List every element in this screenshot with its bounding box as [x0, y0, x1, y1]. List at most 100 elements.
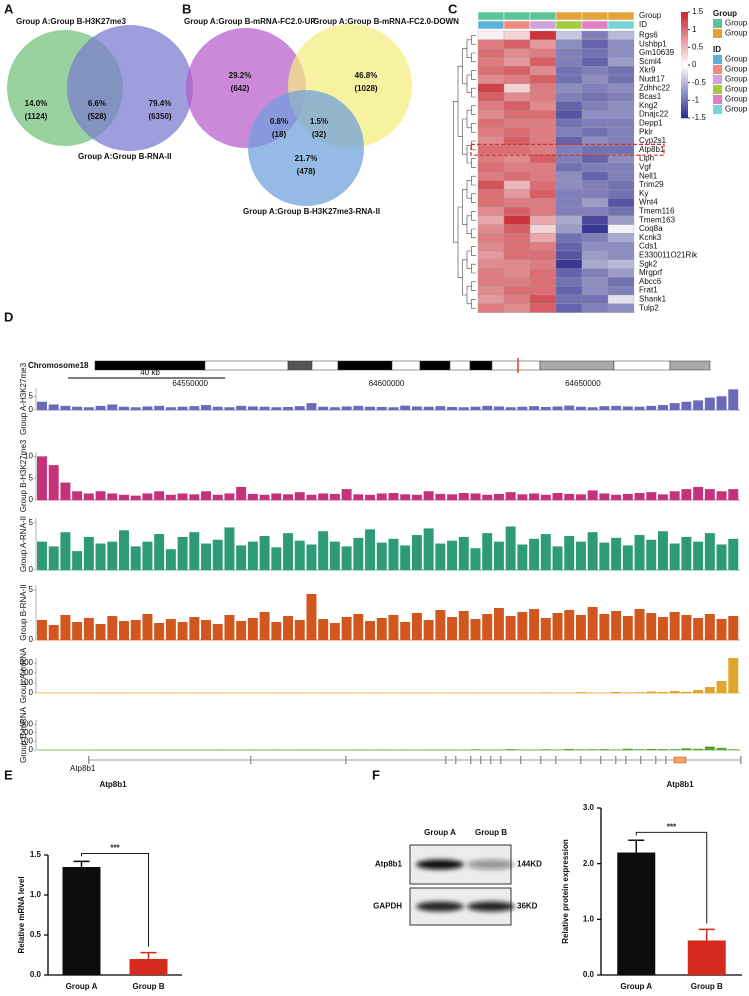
row-label: Gm10639 [639, 48, 675, 57]
heatmap-cell [529, 215, 557, 225]
legend-swatch [713, 105, 722, 114]
signal-bar [728, 616, 739, 640]
heatmap-cell [503, 242, 531, 252]
signal-bar [716, 619, 727, 640]
signal-bar [704, 489, 715, 500]
heatmap-cell [555, 215, 583, 225]
signal-bar [681, 536, 692, 570]
group-annotation [555, 11, 583, 21]
colorbar-label: 0 [692, 60, 697, 69]
signal-bar [83, 493, 94, 500]
signal-bar [552, 406, 563, 410]
heatmap-cell [607, 189, 635, 199]
signal-bar [669, 612, 680, 640]
heatmap-cell [477, 30, 505, 40]
colorbar [681, 33, 688, 37]
signal-bar [306, 494, 317, 500]
heatmap-cell [555, 101, 583, 111]
heatmap-cell [477, 233, 505, 243]
signal-bar [575, 541, 586, 570]
heatmap-cell [607, 259, 635, 269]
signal-bar [657, 494, 668, 500]
ideogram-band [311, 360, 339, 371]
heatmap-cell [555, 57, 583, 67]
signal-bar [470, 619, 481, 640]
signal-bar [154, 405, 165, 410]
colorbar [681, 91, 688, 95]
heatmap-cell [477, 145, 505, 155]
heatmap-cell [581, 57, 609, 67]
legend-swatch [713, 85, 722, 94]
signal-bar [646, 691, 657, 693]
signal-bar [224, 527, 235, 570]
bar [617, 852, 656, 975]
signal-bar [48, 625, 59, 640]
x-tick-label: 64550000 [172, 379, 208, 388]
row-label: Wnt4 [639, 198, 658, 207]
signal-bar [693, 486, 704, 500]
signal-bar [37, 620, 47, 640]
dendrogram [466, 39, 472, 58]
signal-bar [247, 493, 258, 500]
x-tick-label: Group A [66, 982, 98, 991]
signal-bar [353, 494, 364, 500]
heatmap-cell [529, 92, 557, 102]
highlight-box [470, 143, 665, 156]
signal-bar [236, 486, 247, 500]
ideogram-band [491, 360, 541, 371]
signal-bar [388, 615, 399, 640]
heatmap-cell [555, 66, 583, 76]
signal-bar [119, 406, 129, 410]
signal-bar [283, 616, 294, 640]
signal-bar [716, 544, 727, 570]
signal-bar [130, 495, 141, 500]
signal-bar [681, 691, 692, 693]
y-tick-label: 0 [29, 745, 34, 754]
signal-bar [165, 619, 176, 640]
heatmap-cell [529, 233, 557, 243]
signal-bar [189, 406, 200, 410]
signal-bar [60, 482, 71, 500]
signal-bar [60, 405, 71, 410]
heatmap-cell [477, 250, 505, 260]
significance: *** [110, 844, 120, 853]
region-percent: 1.5% [310, 117, 328, 126]
heatmap-cell [529, 83, 557, 93]
heatmap-cell [503, 224, 531, 234]
track-label: Group A-mRNA [19, 647, 28, 703]
x-tick-label: Group B [691, 982, 723, 991]
signal-bar [329, 407, 340, 410]
set-label: Group A:Group B-RNA-II [78, 152, 171, 161]
heatmap-cell [607, 118, 635, 128]
signal-bar [259, 406, 270, 410]
id-annotation [555, 20, 583, 30]
row-label: Trim29 [639, 180, 664, 189]
signal-bar [704, 746, 715, 750]
heatmap-cell [555, 110, 583, 120]
signal-bar [693, 690, 704, 693]
colorbar [681, 80, 688, 84]
heatmap-cell [529, 57, 557, 67]
heatmap-cell [529, 268, 557, 278]
signal-bar [212, 494, 223, 500]
dendrogram [466, 109, 472, 129]
heatmap-cell [529, 198, 557, 208]
heatmap-cell [503, 57, 531, 67]
heatmap-cell [555, 74, 583, 84]
signal-bar [306, 403, 317, 410]
y-tick-label: 5 [29, 473, 34, 482]
colorbar-label: 0.5 [692, 42, 704, 51]
signal-bar [48, 404, 59, 410]
exon [673, 756, 687, 764]
signal-bar [341, 489, 352, 500]
signal-bar [201, 543, 211, 570]
legend-label: Group A2 [725, 65, 749, 74]
dendrogram [471, 211, 476, 221]
row-label: Vgf [639, 163, 652, 172]
heatmap-cell [477, 294, 505, 304]
dendrogram [457, 206, 463, 278]
colorbar [681, 54, 688, 58]
signal-bar [540, 618, 551, 640]
chromosome-label: Chromosome18 [28, 361, 89, 370]
heatmap-cell [581, 303, 609, 313]
